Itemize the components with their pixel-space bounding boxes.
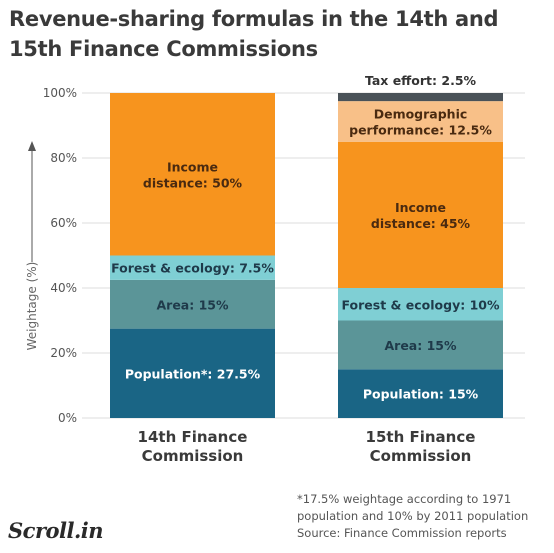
bar-segment-label: distance: 50% (143, 175, 243, 190)
footnote: *17.5% weightage according to 1971 popul… (297, 491, 552, 542)
bar-segment-label: distance: 45% (371, 216, 471, 231)
bar-segment-label: Income (395, 200, 446, 215)
bar-segment-label: Population*: 27.5% (125, 366, 261, 381)
y-tick-label: 60% (50, 216, 77, 230)
footnote-line-2: population and 10% by 2011 population (297, 509, 529, 523)
y-axis-label: Weightage (%) (25, 262, 39, 351)
bar-segment (338, 288, 503, 321)
bar-segment (338, 141, 503, 288)
chart-title: Revenue-sharing formulas in the 14th and… (9, 7, 499, 61)
bar-segment-label: Area: 15% (156, 297, 228, 312)
bar-segment-label: Population: 15% (363, 387, 479, 402)
bar-segment-label: Demographic (374, 106, 468, 121)
bar-segment (110, 255, 275, 280)
bar-segment (110, 93, 275, 256)
bar-segment-label: Forest & ecology: 7.5% (111, 261, 274, 276)
x-category-label: Commission (370, 447, 472, 465)
x-category-label: Commission (142, 447, 244, 465)
scroll-logo: Scroll.in (8, 518, 104, 543)
bar-segment (338, 320, 503, 370)
x-category-label: 14th Finance (138, 428, 248, 446)
bar-segment-label: performance: 12.5% (349, 122, 492, 137)
bar-segment-label: Forest & ecology: 10% (342, 297, 500, 312)
x-category-label: 15th Finance (366, 428, 476, 446)
y-tick-label: 80% (50, 151, 77, 165)
footnote-source: Source: Finance Commission reports (297, 526, 507, 540)
bar-segment-label: Tax effort: 2.5% (365, 73, 477, 88)
y-axis-arrowhead (28, 141, 36, 151)
bar-segment-label: Income (167, 159, 218, 174)
bar-segment (110, 279, 275, 329)
bar-segment (110, 328, 275, 418)
footnote-line-1: *17.5% weightage according to 1971 (297, 492, 512, 506)
y-tick-label: 40% (50, 281, 77, 295)
bar-segment (338, 369, 503, 418)
y-tick-label: 20% (50, 346, 77, 360)
bar-segment (338, 93, 503, 102)
bar-segment (338, 101, 503, 142)
y-tick-label: 100% (43, 86, 77, 100)
bar-segment-label: Area: 15% (384, 338, 456, 353)
y-tick-label: 0% (58, 411, 77, 425)
